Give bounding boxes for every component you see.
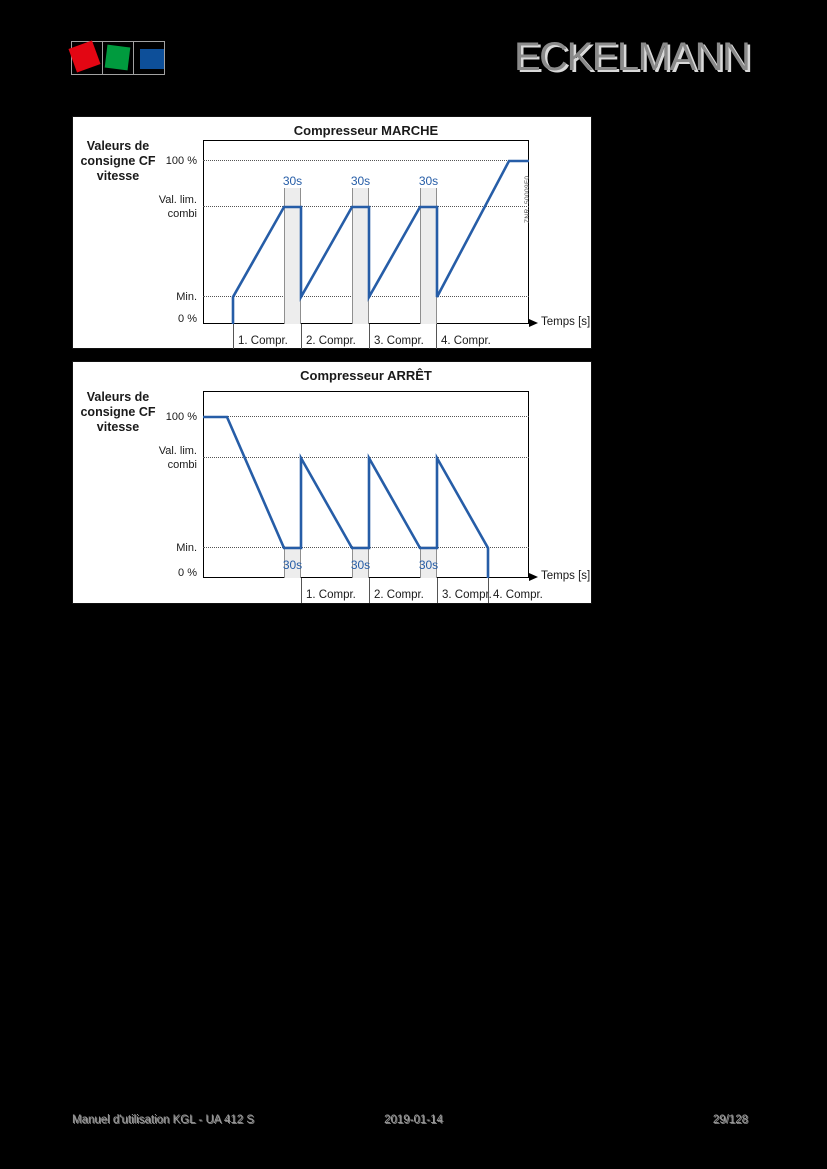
y-axis-tick-label: Val. lim. combi — [158, 445, 197, 471]
duration-label: 30s — [282, 558, 303, 572]
duration-label: 30s — [418, 558, 439, 572]
axis-tick — [369, 578, 370, 603]
section-label: 2. Compr. — [374, 589, 424, 601]
duration-label: 30s — [350, 558, 371, 572]
section-label: 1. Compr. — [306, 589, 356, 601]
logo-red-square-icon — [68, 40, 101, 73]
y-axis-label: Valeurs de consigne CF vitesse — [80, 139, 156, 183]
shaded-band — [284, 188, 301, 324]
logo-cell-green — [103, 42, 134, 74]
axis-arrow-icon — [529, 573, 538, 581]
figure-reference-number: ZNR. 50009F0 — [524, 175, 531, 223]
y-axis-tick-label: Min. — [176, 291, 197, 303]
x-axis-label: Temps [s] — [541, 316, 591, 328]
logo-cell-red — [68, 40, 103, 74]
axis-tick — [301, 578, 302, 603]
y-axis-tick-label: 0 % — [178, 313, 197, 325]
axis-tick — [369, 324, 370, 349]
logo-cell-blue — [134, 42, 164, 74]
chart-title: Compresseur ARRÊT — [300, 368, 432, 383]
section-label: 1. Compr. — [238, 335, 288, 347]
duration-label: 30s — [350, 174, 371, 188]
y-axis-tick-label: 100 % — [165, 155, 197, 167]
axis-tick — [437, 578, 438, 603]
figure-compresseur-marche: Compresseur MARCHE Valeurs de consigne C… — [72, 116, 592, 349]
dotted-gridline-p100 — [203, 416, 529, 417]
dotted-gridline-p100 — [203, 160, 529, 161]
chart-title: Compresseur MARCHE — [293, 123, 439, 138]
axis-tick — [233, 324, 234, 349]
axis-tick — [436, 324, 437, 349]
x-axis-label: Temps [s] — [541, 570, 591, 582]
y-axis-tick-label: 0 % — [178, 567, 197, 579]
section-label: 2. Compr. — [306, 335, 356, 347]
axis-arrow-icon — [529, 319, 538, 327]
section-label: 3. Compr. — [442, 589, 492, 601]
brand-wordmark: ECKELMANN — [514, 35, 751, 79]
logo-green-square-icon — [104, 44, 131, 71]
figure-compresseur-arret: Compresseur ARRÊT Valeurs de consigne CF… — [72, 361, 592, 604]
dotted-gridline-vallim — [203, 457, 529, 458]
y-axis-label: Valeurs de consigne CF vitesse — [80, 390, 156, 434]
footer-document-title: Manuel d'utilisation KGL - UA 412 S — [72, 1114, 255, 1126]
axis-tick — [488, 578, 489, 603]
footer-date: 2019-01-14 — [384, 1114, 443, 1126]
shaded-band — [352, 188, 369, 324]
section-label: 3. Compr. — [374, 335, 424, 347]
y-axis-tick-label: 100 % — [165, 411, 197, 423]
logo-blue-square-icon — [140, 49, 164, 69]
y-axis-tick-label: Val. lim. combi — [158, 194, 197, 220]
section-label: 4. Compr. — [441, 335, 491, 347]
axis-tick — [301, 324, 302, 349]
eckelmann-logo-icon — [68, 40, 165, 75]
section-label: 4. Compr. — [493, 589, 543, 601]
y-axis-tick-label: Min. — [176, 542, 197, 554]
duration-label: 30s — [282, 174, 303, 188]
duration-label: 30s — [418, 174, 439, 188]
shaded-band — [420, 188, 437, 324]
footer-page-number: 29/128 — [712, 1114, 748, 1126]
